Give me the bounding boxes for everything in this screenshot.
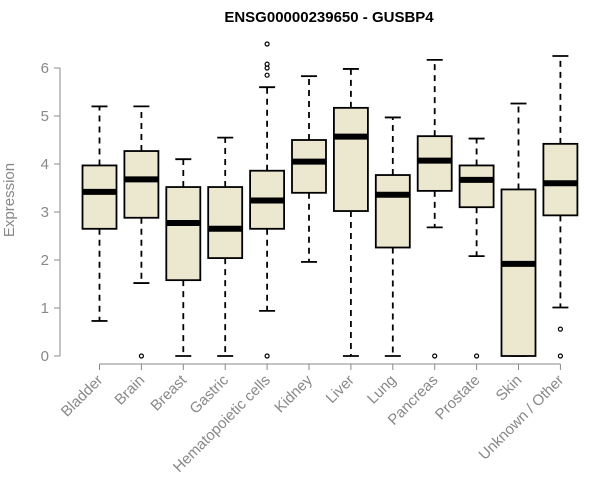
- y-tick-label: 2: [41, 252, 49, 269]
- outlier-point: [264, 61, 270, 67]
- outlier-point: [264, 41, 270, 47]
- outlier-point: [557, 326, 564, 332]
- box-rect: [123, 150, 160, 219]
- box-rect: [374, 174, 411, 249]
- x-tick-label: Bladder: [58, 372, 107, 421]
- y-tick-label: 1: [41, 300, 49, 317]
- box-pancreas: [416, 58, 453, 359]
- box-rect: [207, 186, 244, 259]
- y-axis: 0 1 2 3 4 5 6: [41, 60, 61, 365]
- y-axis-label: Expression: [1, 163, 18, 237]
- x-tick-label: Lung: [364, 372, 400, 408]
- y-tick-label: 4: [41, 156, 49, 173]
- box-hematopoietic-cells: [249, 41, 286, 359]
- box-rect: [291, 139, 327, 194]
- outlier-point: [138, 353, 144, 359]
- box-skin: [500, 102, 537, 357]
- box-rect: [165, 186, 202, 282]
- outlier-point: [264, 353, 270, 359]
- box-series: [81, 41, 579, 359]
- outlier-point: [432, 353, 438, 359]
- x-tick-label: Liver: [323, 372, 358, 407]
- box-rect: [500, 188, 537, 357]
- box-rect: [542, 142, 579, 217]
- box-unknown-other: [542, 55, 579, 359]
- x-tick-label: Breast: [147, 371, 190, 414]
- box-bladder: [81, 105, 118, 322]
- outlier-point: [557, 353, 564, 359]
- outlier-point: [264, 72, 270, 78]
- box-lung: [374, 116, 411, 357]
- y-tick-label: 0: [41, 348, 49, 365]
- x-tick-label: Prostate: [432, 372, 484, 424]
- y-tick-label: 5: [41, 108, 49, 125]
- y-tick-label: 6: [41, 60, 49, 77]
- box-gastric: [207, 136, 244, 357]
- outlier-point: [474, 353, 480, 359]
- x-tick-label: Kidney: [271, 371, 316, 416]
- box-breast: [165, 158, 202, 357]
- box-rect: [458, 164, 495, 209]
- box-brain: [123, 105, 160, 359]
- x-tick-label: Skin: [493, 372, 526, 405]
- box-prostate: [458, 137, 495, 359]
- box-rect: [332, 106, 369, 212]
- box-rect: [81, 164, 118, 230]
- box-liver: [332, 68, 369, 357]
- box-kidney: [291, 75, 327, 263]
- chart-title: ENSG00000239650 - GUSBP4: [224, 9, 434, 26]
- x-tick-label: Brain: [111, 372, 148, 409]
- y-tick-label: 3: [41, 204, 49, 221]
